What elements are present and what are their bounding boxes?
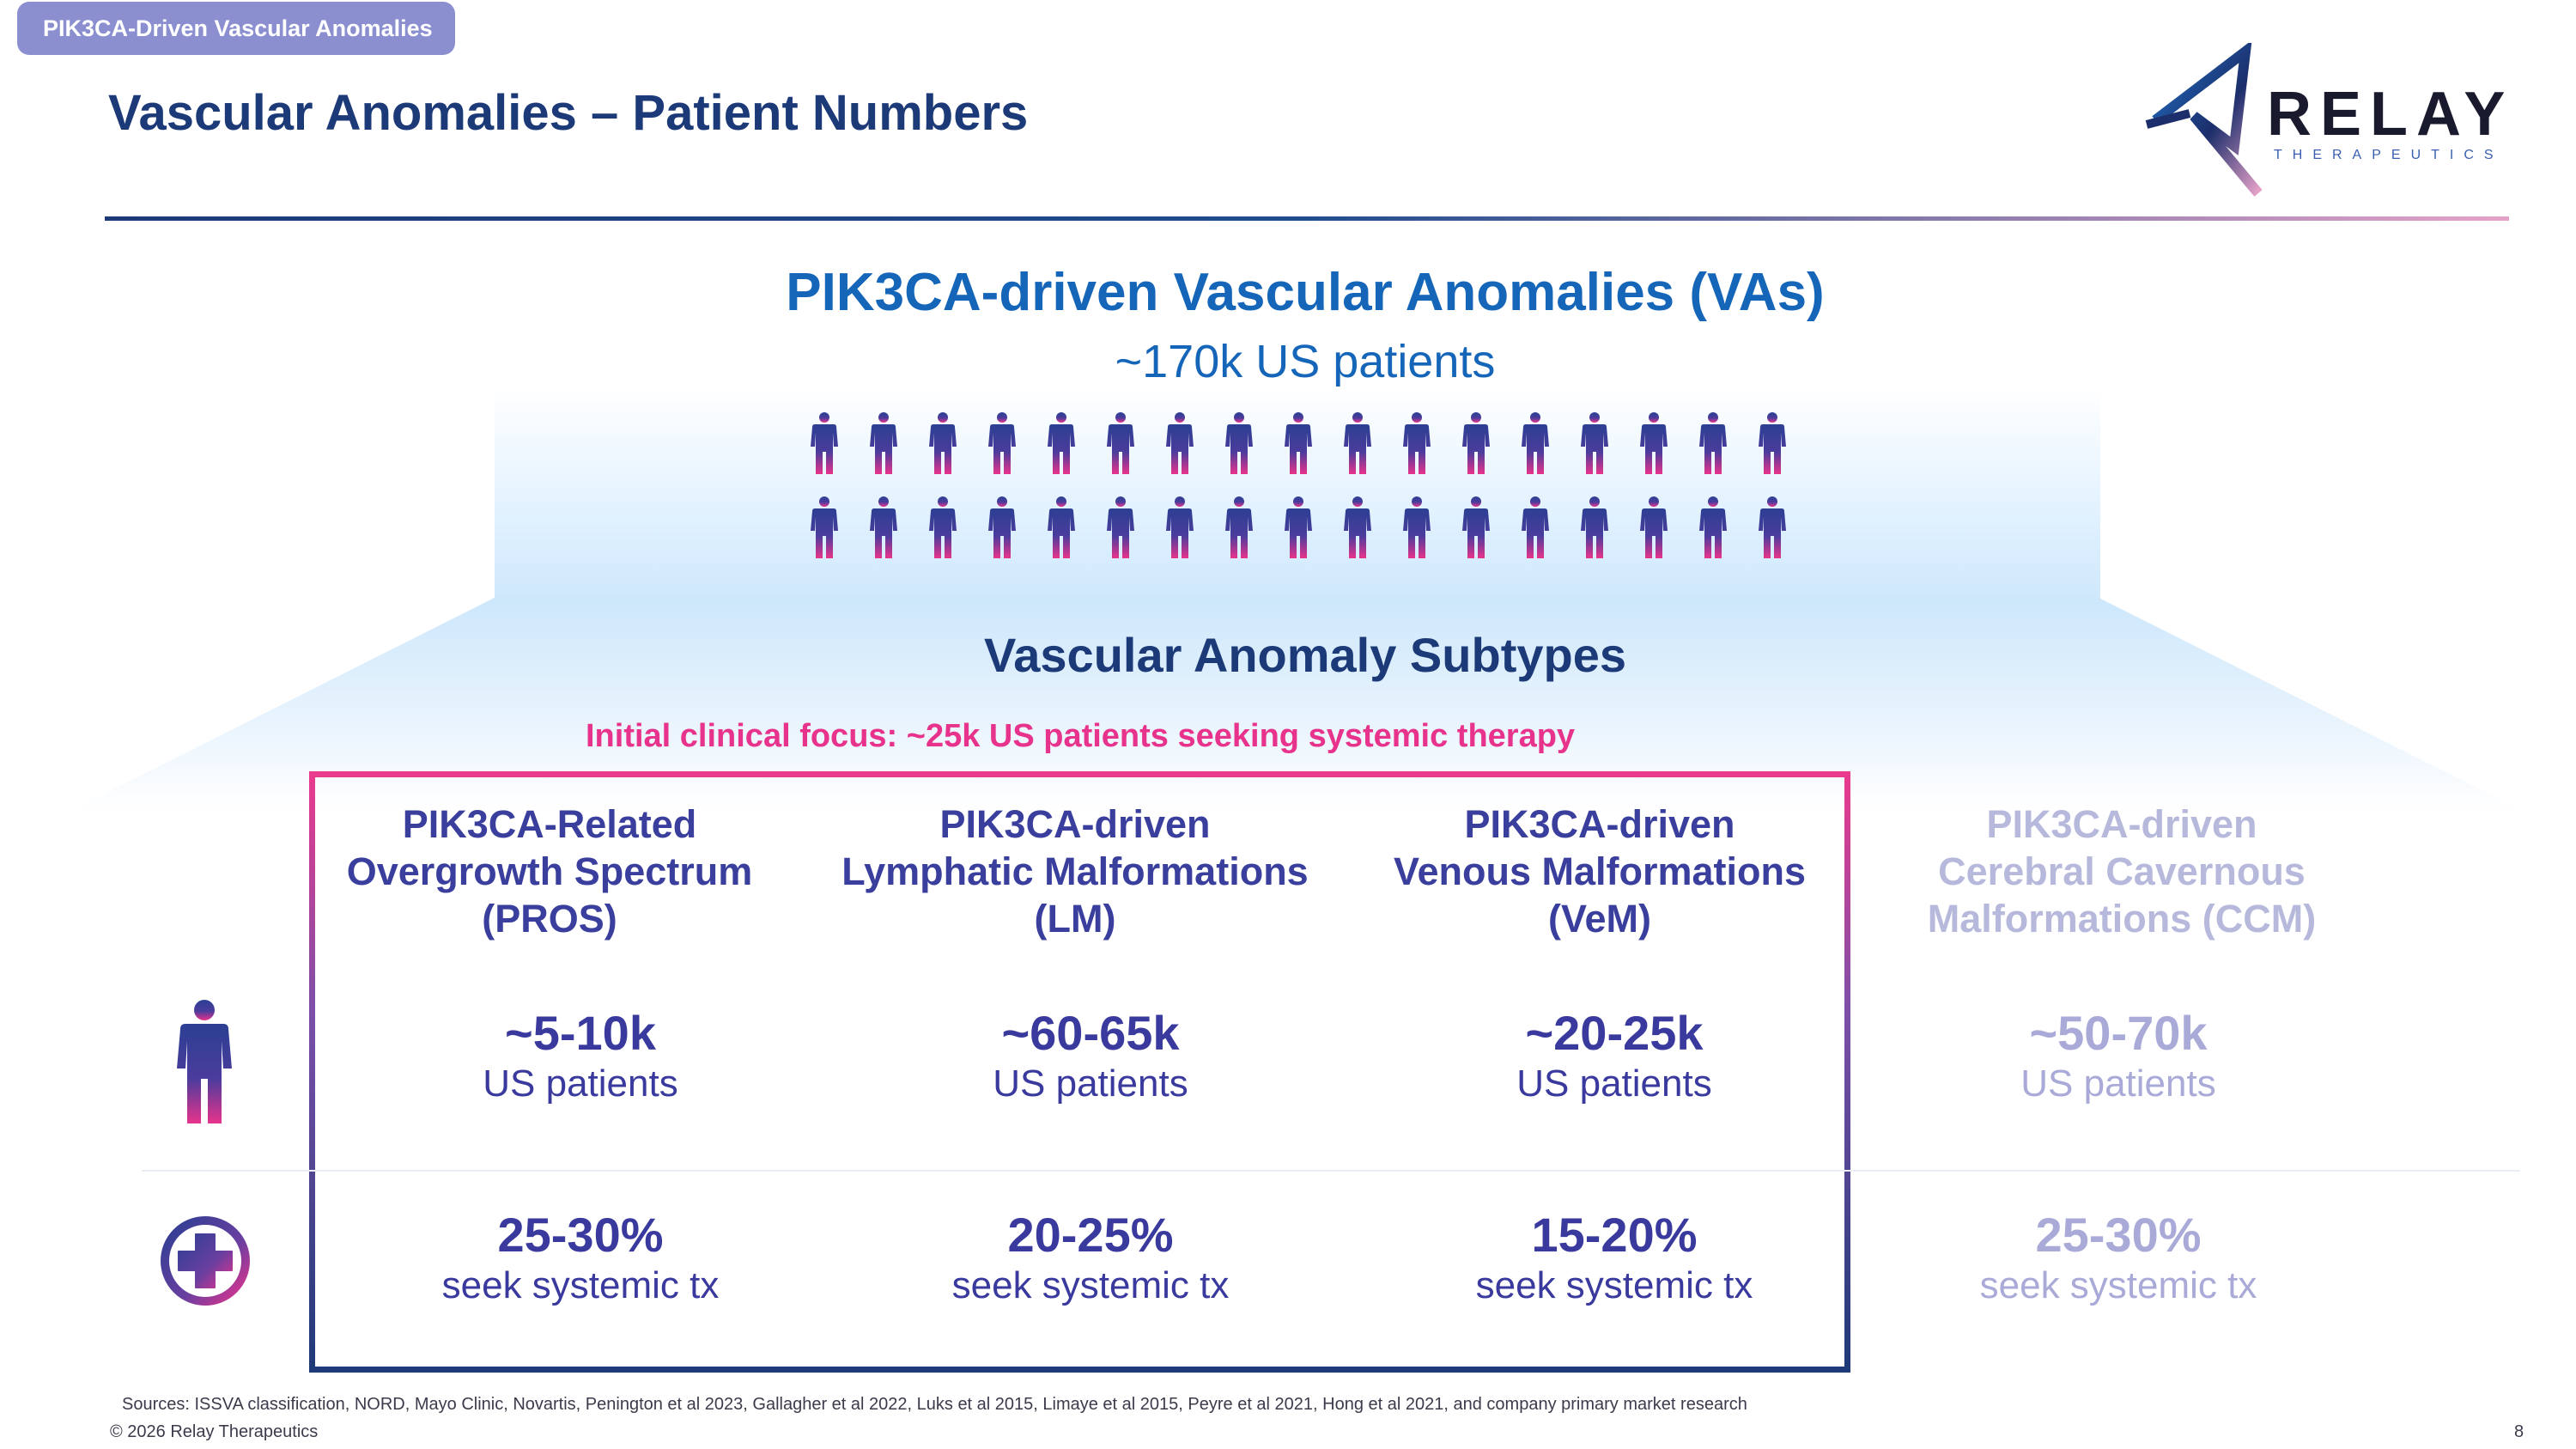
subtype-heading: PIK3CA-driven Cerebral Cavernous Malform…: [1927, 802, 2317, 941]
logo-subtitle: THERAPEUTICS: [2274, 148, 2504, 162]
patients-cell: ~60-65k US patients: [993, 1006, 1188, 1105]
section-tag: PIK3CA-Driven Vascular Anomalies: [17, 2, 455, 55]
person-icon: [988, 412, 1016, 474]
person-icon: [1462, 412, 1490, 474]
person-icon: [1581, 412, 1608, 474]
subtype-heading: PIK3CA-driven Lymphatic Malformations (L…: [841, 802, 1309, 941]
person-icon: [1048, 412, 1075, 474]
hero-subtitle: ~170k US patients: [1115, 336, 1496, 387]
person-icon: [1640, 412, 1668, 474]
subtype-column-vem: PIK3CA-driven Venous Malformations (VeM): [1342, 801, 1857, 942]
person-icon: [1640, 496, 1668, 558]
subtypes-title: Vascular Anomaly Subtypes: [984, 628, 1626, 682]
person-icon: [1462, 496, 1490, 558]
person-icon: [1699, 412, 1727, 474]
person-icon: [870, 496, 897, 558]
person-icon: [1403, 412, 1431, 474]
person-icon: [1759, 496, 1786, 558]
person-icon: [1166, 412, 1194, 474]
person-icon: [1522, 496, 1549, 558]
person-icon: [1107, 496, 1134, 558]
patients-cell: ~5-10k US patients: [483, 1006, 678, 1105]
systemic-cell: 25-30% seek systemic tx: [441, 1208, 720, 1306]
page-number: 8: [2514, 1422, 2524, 1441]
row-divider: [142, 1170, 2520, 1172]
person-icon: [811, 412, 838, 474]
person-icon: [1699, 496, 1727, 558]
logo-wordmark: RELAY: [2267, 80, 2514, 149]
person-icon: [1285, 412, 1312, 474]
person-icon: [1759, 412, 1786, 474]
people-row: [807, 412, 1803, 474]
person-icon: [1048, 496, 1075, 558]
focus-box: [309, 771, 1850, 1373]
person-icon: [1522, 412, 1549, 474]
systemic-cell: 20-25% seek systemic tx: [951, 1208, 1230, 1306]
systemic-cell: 15-20% seek systemic tx: [1475, 1208, 1753, 1306]
patients-cell: ~20-25k US patients: [1516, 1006, 1712, 1105]
person-icon: [177, 1000, 232, 1123]
focus-note: Initial clinical focus: ~25k US patients…: [586, 718, 1576, 754]
title-divider: [105, 216, 2509, 221]
person-icon: [1166, 496, 1194, 558]
subtype-column-lm: PIK3CA-driven Lymphatic Malformations (L…: [817, 801, 1333, 942]
person-icon: [1285, 496, 1312, 558]
person-icon: [1581, 496, 1608, 558]
medical-cross-icon: [161, 1216, 250, 1306]
person-icon: [929, 496, 957, 558]
page-title: Vascular Anomalies – Patient Numbers: [108, 85, 1029, 141]
people-row: [807, 496, 1803, 558]
subtype-column-pros: PIK3CA-Related Overgrowth Spectrum (PROS…: [292, 801, 807, 942]
person-icon: [811, 496, 838, 558]
person-icon: [929, 412, 957, 474]
person-icon: [1344, 496, 1371, 558]
copyright: © 2026 Relay Therapeutics: [110, 1422, 319, 1441]
patients-cell: ~50-70k US patients: [2020, 1006, 2216, 1105]
hero-title: PIK3CA-driven Vascular Anomalies (VAs): [786, 263, 1825, 322]
subtype-column-ccm: PIK3CA-driven Cerebral Cavernous Malform…: [1864, 801, 2379, 942]
person-icon: [1225, 412, 1253, 474]
person-icon: [1344, 412, 1371, 474]
person-icon: [1225, 496, 1253, 558]
person-icon: [870, 412, 897, 474]
subtype-heading: PIK3CA-Related Overgrowth Spectrum (PROS…: [346, 802, 753, 941]
person-icon: [988, 496, 1016, 558]
systemic-cell: 25-30% seek systemic tx: [1979, 1208, 2257, 1306]
sources-note: Sources: ISSVA classification, NORD, May…: [122, 1395, 1747, 1414]
person-icon: [1403, 496, 1431, 558]
subtype-heading: PIK3CA-driven Venous Malformations (VeM): [1393, 802, 1807, 941]
relay-logo-mark: [2145, 43, 2263, 197]
person-icon: [1107, 412, 1134, 474]
